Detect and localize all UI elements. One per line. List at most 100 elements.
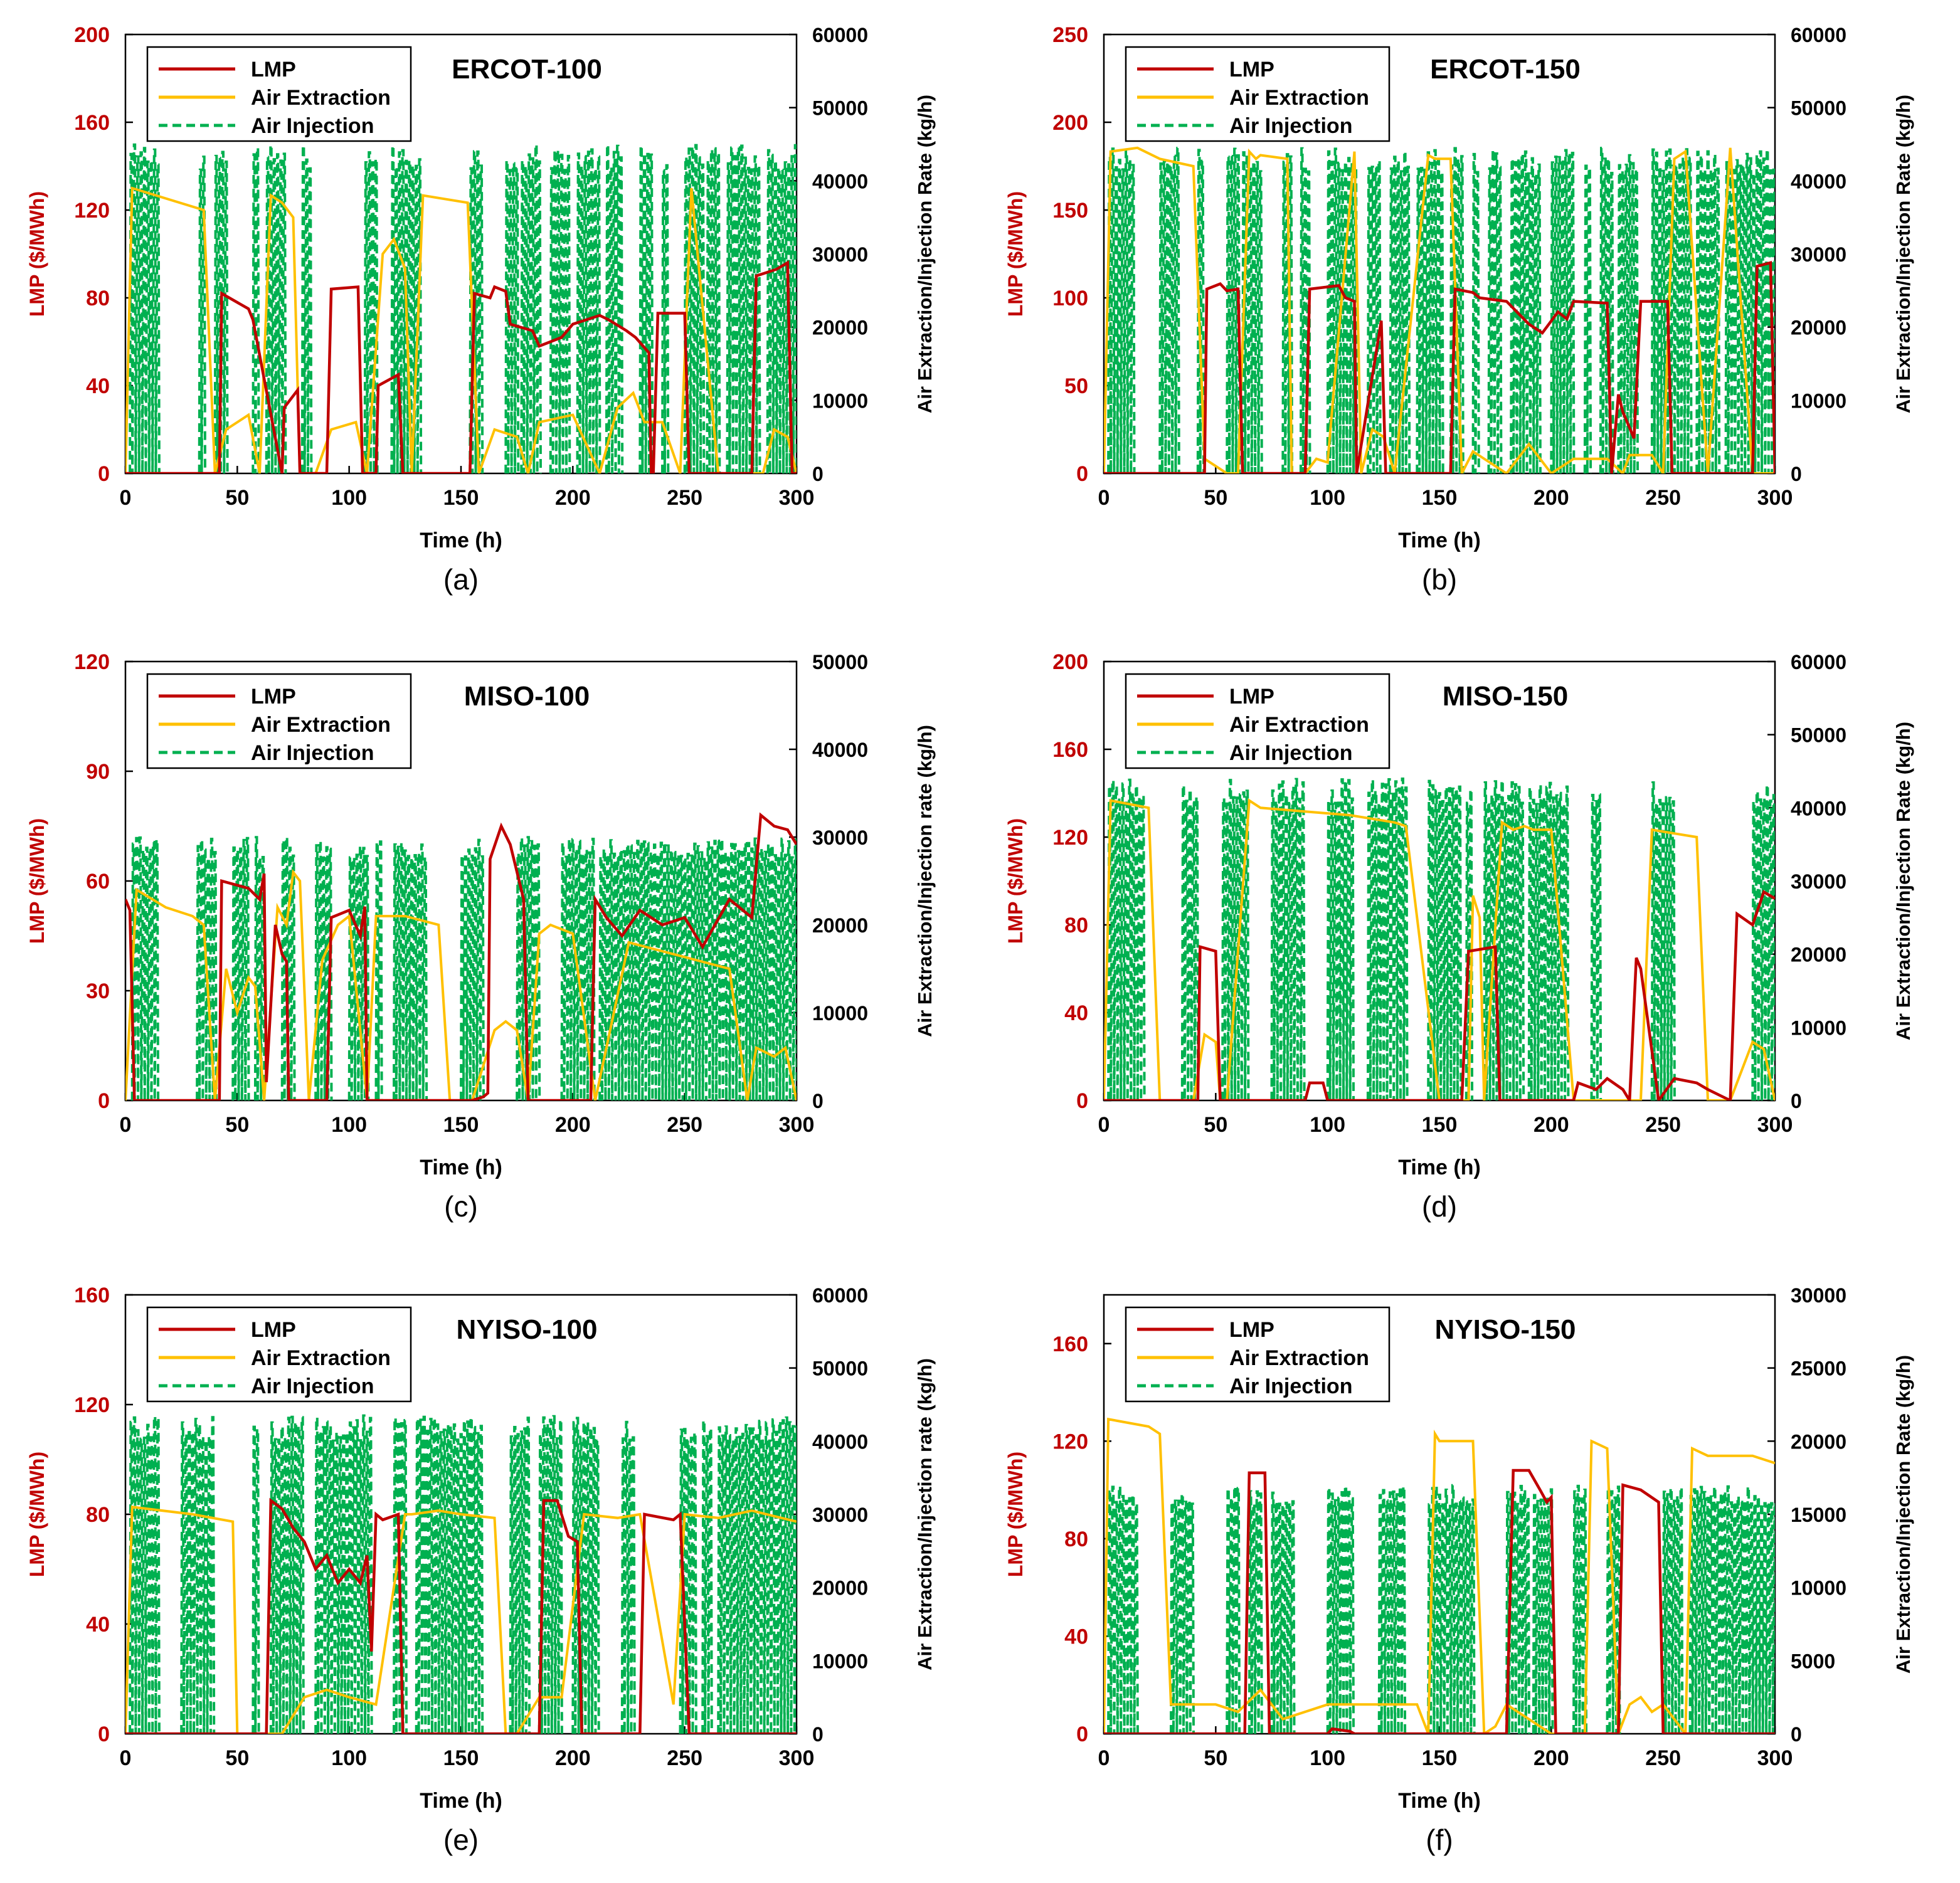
x-tick-label: 150 — [1422, 1746, 1458, 1770]
y-right-tick-label: 0 — [812, 463, 824, 485]
series-air-injection — [129, 1414, 797, 1734]
x-tick-label: 0 — [120, 486, 132, 510]
x-tick-label: 250 — [1645, 1746, 1681, 1770]
y-left-tick-label: 40 — [1064, 1001, 1088, 1025]
x-tick-label: 250 — [667, 1113, 702, 1137]
y-left-tick-label: 160 — [74, 111, 110, 135]
series-lmp — [125, 1497, 797, 1734]
x-tick-label: 200 — [1534, 1113, 1569, 1137]
chart-panel-a: 0 50 100 150 200 250 300 0 40 80 120 160 200 0 10000 20… — [0, 0, 978, 621]
y-right-tick-label: 0 — [812, 1723, 824, 1746]
y-left-tick-label: 160 — [1052, 1332, 1088, 1356]
x-axis-label: Time (h) — [1398, 1156, 1481, 1179]
y-left-tick-label: 150 — [1052, 199, 1088, 223]
y-right-tick-label: 0 — [812, 1090, 824, 1112]
y-right-tick-label: 40000 — [1791, 170, 1846, 193]
series-air-injection — [1107, 147, 1775, 473]
x-axis-label: Time (h) — [420, 1789, 502, 1813]
legend-label: Air Extraction — [1229, 86, 1369, 110]
y-left-tick-label: 80 — [1064, 1527, 1088, 1551]
legend-label: Air Injection — [1229, 741, 1352, 765]
y-right-tick-label: 5000 — [1791, 1650, 1835, 1672]
panel-caption: (e) — [443, 1823, 479, 1856]
x-tick-label: 250 — [667, 1746, 702, 1770]
x-axis-label: Time (h) — [420, 1156, 502, 1179]
y-right-axis-label: Air Extraction/Injection rate (kg/h) — [914, 725, 936, 1037]
y-left-tick-label: 80 — [1064, 914, 1088, 937]
chart-svg-d: 0 50 100 150 200 250 3000408012016020001000020… — [1004, 650, 1914, 1223]
x-tick-label: 300 — [1757, 486, 1793, 510]
y-right-tick-label: 50000 — [812, 651, 868, 673]
x-tick-label: 0 — [1098, 1113, 1110, 1137]
x-tick-label: 150 — [1422, 1113, 1458, 1137]
series-lmp — [1104, 261, 1775, 473]
chart-title: NYISO-100 — [457, 1314, 598, 1345]
y-right-tick-label: 40000 — [812, 739, 868, 761]
x-tick-label: 100 — [331, 1113, 367, 1137]
legend: LMP Air Extraction Air Injection — [146, 1306, 412, 1403]
legend-label: LMP — [1229, 1318, 1274, 1342]
y-right-tick-label: 10000 — [1791, 1577, 1846, 1600]
series-air-injection — [129, 143, 797, 473]
legend-label: Air Injection — [1229, 114, 1352, 138]
x-tick-label: 100 — [1310, 1113, 1345, 1137]
chart-svg-f: 0 50 100 150 200 250 3000408012016005000100001… — [1004, 1284, 1914, 1856]
y-right-tick-label: 60000 — [812, 24, 868, 46]
x-tick-label: 100 — [331, 1746, 367, 1770]
y-right-axis-label: Air Extraction/Injection Rate (kg/h) — [1892, 95, 1914, 413]
y-right-tick-label: 10000 — [812, 389, 868, 412]
legend-label: Air Injection — [251, 1374, 374, 1398]
series-air-extraction — [1104, 146, 1775, 473]
legend: LMP Air Extraction Air Injection — [146, 673, 412, 769]
x-tick-label: 200 — [555, 1113, 591, 1137]
y-right-tick-label: 60000 — [812, 1284, 868, 1307]
x-tick-label: 300 — [779, 486, 815, 510]
chart-title: NYISO-150 — [1435, 1314, 1576, 1345]
y-left-tick-label: 40 — [1064, 1625, 1088, 1648]
x-tick-label: 300 — [1757, 1113, 1793, 1137]
legend-label: LMP — [251, 685, 296, 709]
chart-svg-a: 0 50 100 150 200 250 3000408012016020001000020… — [26, 23, 936, 596]
x-tick-label: 50 — [225, 1746, 249, 1770]
x-tick-label: 0 — [120, 1746, 132, 1770]
y-left-axis-label: LMP ($/MWh) — [1004, 191, 1027, 317]
series-lmp — [1104, 1469, 1775, 1734]
legend: LMP Air Extraction Air Injection — [1125, 46, 1391, 142]
y-left-tick-label: 60 — [86, 870, 110, 894]
y-left-tick-label: 0 — [1076, 462, 1088, 486]
y-left-tick-label: 120 — [74, 199, 110, 223]
panel-caption: (a) — [443, 563, 479, 596]
chart-panel-c: 0 50 100 150 200 250 300 0 30 60 90 120 0 10000 20000 3… — [0, 627, 978, 1254]
y-right-tick-label: 25000 — [1791, 1358, 1846, 1380]
y-left-tick-label: 200 — [1052, 111, 1088, 135]
x-tick-label: 150 — [1422, 486, 1458, 510]
x-tick-label: 200 — [1534, 486, 1569, 510]
y-right-axis-label: Air Extraction/Injection Rate (kg/h) — [914, 95, 936, 413]
chart-panel-d: 0 50 100 150 200 250 300 0 40 80 120 160 200 0 10000 20… — [978, 627, 1960, 1254]
x-tick-label: 150 — [443, 1746, 479, 1770]
y-left-tick-label: 200 — [1052, 650, 1088, 674]
chart-panel-b: 0 50 100 150 200 250 300 0 50 100 150 200 250 0 10000 2… — [978, 0, 1960, 621]
x-tick-label: 0 — [1098, 486, 1110, 510]
series-group — [1104, 778, 1775, 1100]
y-left-axis-label: LMP ($/MWh) — [26, 1452, 48, 1577]
legend-label: Air Injection — [251, 741, 374, 765]
x-tick-label: 50 — [1204, 1746, 1227, 1770]
series-group — [125, 1414, 797, 1734]
series-air-extraction — [125, 1506, 797, 1734]
y-left-tick-label: 30 — [86, 979, 110, 1003]
y-right-tick-label: 0 — [1791, 1723, 1802, 1746]
y-left-axis-label: LMP ($/MWh) — [26, 818, 48, 944]
legend-label: Air Injection — [1229, 1374, 1352, 1398]
y-right-tick-label: 50000 — [1791, 97, 1846, 120]
series-lmp — [125, 260, 797, 473]
legend-label: Air Extraction — [251, 1346, 391, 1370]
x-tick-label: 250 — [1645, 1113, 1681, 1137]
legend: LMP Air Extraction Air Injection — [146, 46, 412, 142]
y-left-tick-label: 200 — [74, 23, 110, 47]
y-left-tick-label: 0 — [1076, 1722, 1088, 1746]
x-tick-label: 200 — [1534, 1746, 1569, 1770]
y-left-tick-label: 120 — [74, 1393, 110, 1417]
x-tick-label: 0 — [120, 1113, 132, 1137]
y-left-tick-label: 120 — [1052, 826, 1088, 850]
